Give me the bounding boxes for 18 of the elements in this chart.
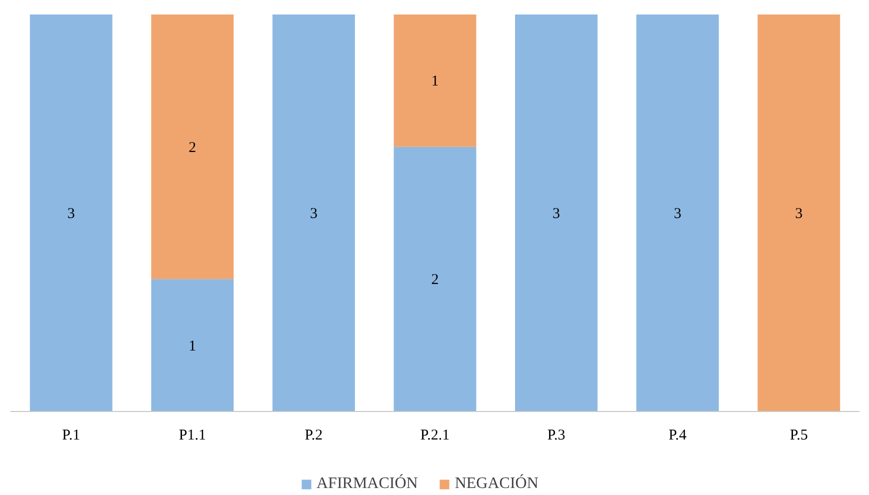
legend-label: NEGACIÓN — [454, 475, 538, 493]
data-label: 3 — [552, 206, 560, 222]
x-tick-label: P.5 — [790, 428, 808, 444]
x-tick-label: P.2 — [304, 428, 323, 444]
x-tick-label: P1.1 — [178, 428, 206, 444]
data-label: 3 — [674, 206, 682, 222]
x-tick-label: P.3 — [547, 428, 566, 444]
x-tick-label: P.4 — [668, 428, 688, 444]
data-label: 3 — [795, 206, 803, 222]
data-label: 2 — [188, 140, 196, 156]
legend-label: AFIRMACIÓN — [316, 475, 418, 493]
x-tick-label: P.1 — [62, 428, 80, 444]
data-label: 1 — [188, 338, 196, 354]
data-label: 1 — [431, 74, 439, 90]
x-tick-label: P.2.1 — [420, 428, 450, 444]
data-label: 3 — [310, 206, 318, 222]
data-label: 3 — [67, 206, 75, 222]
data-label: 2 — [431, 272, 439, 288]
